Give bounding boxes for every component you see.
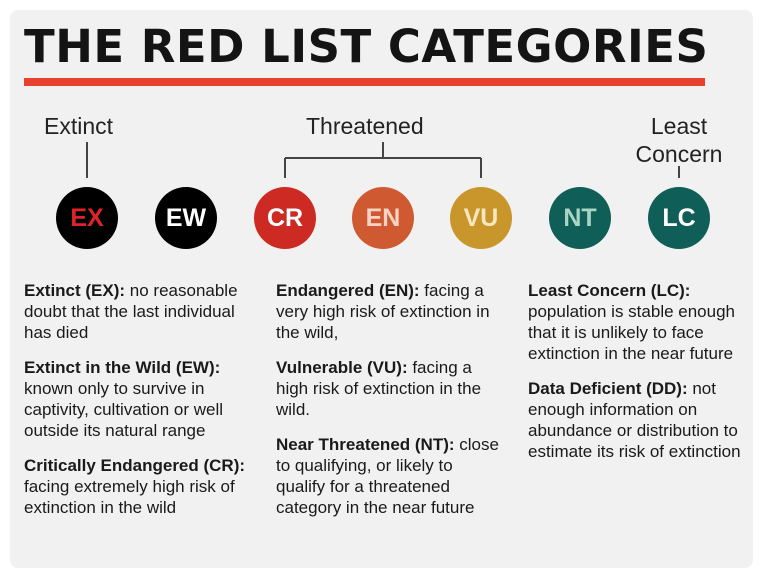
group-label-threatened: Threatened <box>306 113 424 139</box>
definitions-column-1: Extinct (EX): no reasonable doubt that t… <box>24 280 249 532</box>
definition-cr-term: Critically Endangered (CR): <box>24 456 246 475</box>
definition-nt-term: Near Threatened (NT): <box>276 435 455 454</box>
group-label-least-concern-line1: Least <box>650 113 708 139</box>
definitions-column-2: Endangered (EN): facing a very high risk… <box>276 280 506 532</box>
definition-dd: Data Deficient (DD): not enough informat… <box>528 378 743 462</box>
definition-vu-text: facing a high risk of extinction in the … <box>276 358 482 419</box>
definition-en-text: facing a very high risk of extinction in… <box>276 281 490 342</box>
definition-ew-text: known only to survive in captivity, cult… <box>24 379 224 440</box>
badge-en: EN <box>352 187 414 249</box>
definition-nt-text: close to qualifying, or likely to qualif… <box>276 435 499 517</box>
definition-vu: Vulnerable (VU): facing a high risk of e… <box>276 357 506 420</box>
badge-lc: LC <box>648 187 710 249</box>
definition-dd-term: Data Deficient (DD): <box>528 379 688 398</box>
page-title: THE RED LIST CATEGORIES <box>24 20 709 73</box>
group-label-least-concern-line2: Concern <box>635 141 723 167</box>
definition-vu-term: Vulnerable (VU): <box>276 358 408 377</box>
badge-cr: CR <box>254 187 316 249</box>
badge-ex: EX <box>56 187 118 249</box>
infographic-panel <box>10 10 753 568</box>
definition-cr-text: facing extremely high risk of extinction… <box>24 477 235 517</box>
definition-dd-text: not enough information on abundance or d… <box>528 379 741 461</box>
badge-vu: VU <box>450 187 512 249</box>
definition-lc: Least Concern (LC): population is stable… <box>528 280 743 364</box>
definition-ex-text: no reasonable doubt that the last indivi… <box>24 281 238 342</box>
definitions-column-3: Least Concern (LC): population is stable… <box>528 280 743 476</box>
definition-ew: Extinct in the Wild (EW): known only to … <box>24 357 249 441</box>
definition-ex-term: Extinct (EX): <box>24 281 126 300</box>
group-label-extinct: Extinct <box>44 113 114 139</box>
badge-ew: EW <box>155 187 217 249</box>
definition-lc-term: Least Concern (LC): <box>528 281 691 300</box>
definition-lc-text: population is stable enough that it is u… <box>528 302 735 363</box>
definition-cr: Critically Endangered (CR): facing extre… <box>24 455 249 518</box>
group-label-least-concern: Least Concern <box>624 112 734 168</box>
definition-nt: Near Threatened (NT): close to qualifyin… <box>276 434 506 518</box>
definition-ew-term: Extinct in the Wild (EW): <box>24 358 221 377</box>
definition-en: Endangered (EN): facing a very high risk… <box>276 280 506 343</box>
title-underline <box>24 78 705 86</box>
definition-ex: Extinct (EX): no reasonable doubt that t… <box>24 280 249 343</box>
definition-en-term: Endangered (EN): <box>276 281 420 300</box>
badge-nt: NT <box>549 187 611 249</box>
